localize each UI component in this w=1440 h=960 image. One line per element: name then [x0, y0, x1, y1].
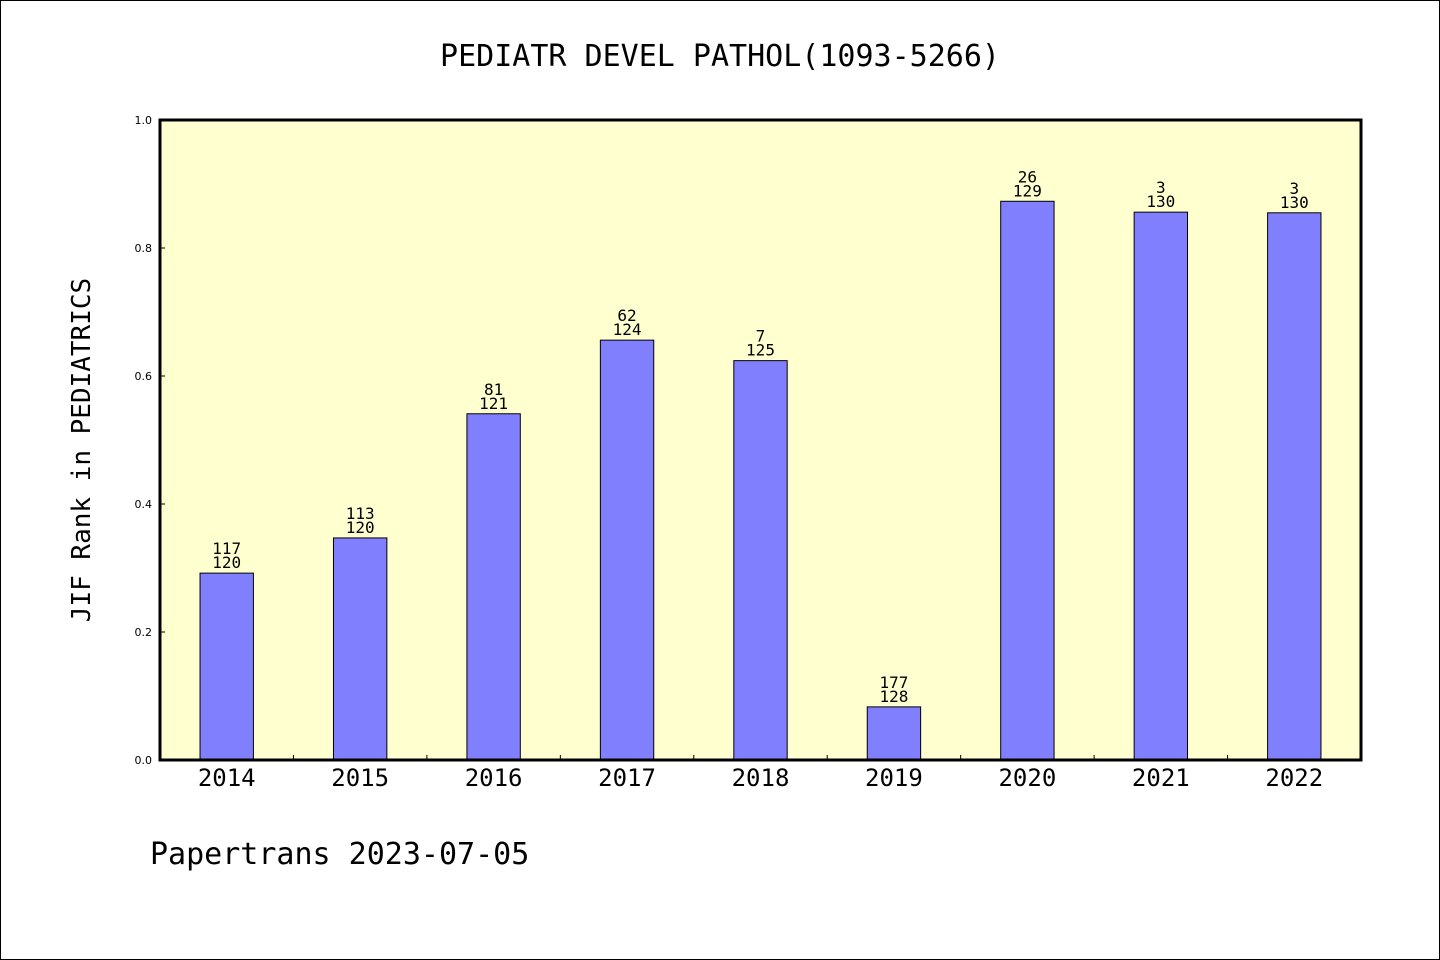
bar-rank-label: 26	[1018, 167, 1037, 186]
bar-rank-label: 3	[1289, 179, 1299, 198]
bar-2016	[466, 413, 521, 761]
bar-2018	[733, 360, 788, 761]
y-tick-label: 0.2	[135, 626, 153, 639]
bar-rank-label: 113	[346, 504, 375, 523]
x-axis-ticks: 2014 2015 2016 2017 2018 2019 2020 2021 2022	[198, 755, 1323, 792]
bar-2017	[599, 339, 655, 761]
chart-title: PEDIATR DEVEL PATHOL(1093-5266)	[440, 39, 1000, 74]
bar-rank-label: 62	[617, 306, 636, 325]
bar-total-label: 124	[613, 320, 642, 339]
plot-border	[158, 118, 1363, 762]
x-tick-label: 2018	[732, 764, 790, 792]
x-tick-label: 2016	[465, 764, 523, 792]
y-axis-label: JIF Rank in PEDIATRICS	[67, 278, 97, 622]
x-tick-label: 2015	[331, 764, 389, 792]
y-tick-label: 0.8	[135, 242, 153, 255]
x-tick-label: 2020	[998, 764, 1056, 792]
y-axis-ticks: 0.0 0.2 0.4 0.6 0.8 1.0	[135, 114, 165, 767]
bar-2014	[199, 572, 254, 761]
bar-total-label: 130	[1146, 192, 1175, 211]
bar-total-label: 129	[1013, 181, 1042, 200]
x-tick-label: 2019	[865, 764, 923, 792]
bar-rank-label: 81	[484, 380, 503, 399]
bar-total-label: 120	[212, 553, 241, 572]
bar-2015	[332, 537, 388, 761]
bar-2019	[866, 706, 922, 761]
bar-total-label: 128	[879, 687, 908, 706]
bar-2021	[1133, 211, 1189, 761]
y-tick-label: 0.6	[135, 370, 153, 383]
x-tick-label: 2022	[1265, 764, 1323, 792]
bar-2022	[1267, 212, 1322, 761]
bar-rank-label: 7	[756, 327, 766, 346]
y-tick-label: 0.0	[135, 754, 153, 767]
x-tick-label: 2014	[198, 764, 256, 792]
bar-total-label: 120	[346, 518, 375, 537]
x-tick-label: 2021	[1132, 764, 1190, 792]
bar-rank-label: 177	[879, 673, 908, 692]
bars-group	[199, 200, 1322, 761]
y-tick-label: 0.4	[135, 498, 153, 511]
bar-2020	[1000, 200, 1055, 761]
bar-rank-label: 117	[212, 539, 241, 558]
x-tick-label: 2017	[598, 764, 656, 792]
bar-rank-label: 3	[1156, 178, 1166, 197]
y-tick-label: 1.0	[135, 114, 153, 127]
footer-credit: Papertrans 2023-07-05	[150, 837, 529, 872]
bar-total-label: 125	[746, 341, 775, 360]
bar-total-label: 130	[1280, 193, 1309, 212]
bar-total-label: 121	[479, 394, 508, 413]
